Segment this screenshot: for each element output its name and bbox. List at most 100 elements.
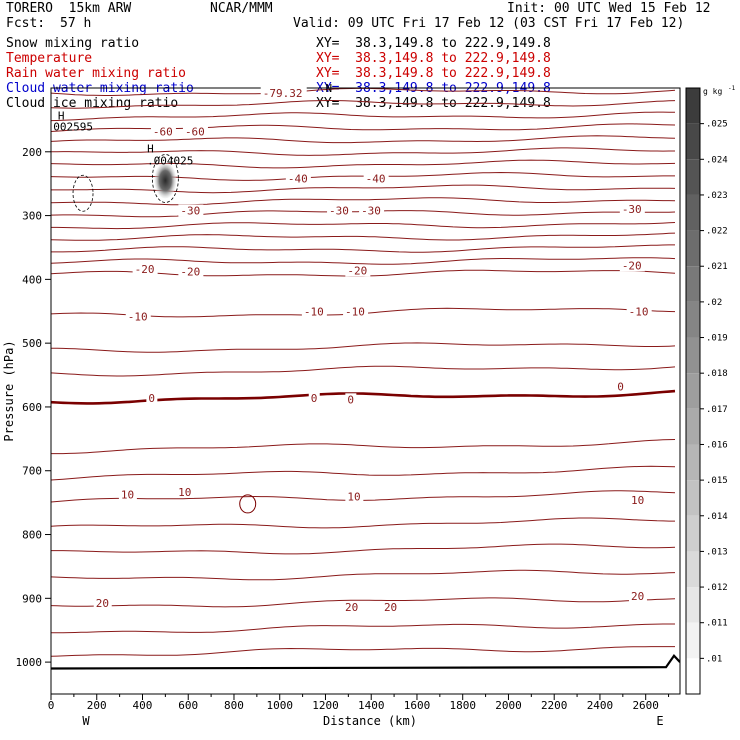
contour-label-bg [176,485,195,498]
temperature-contour-label: -40 [366,173,386,186]
colorbar-tick-label: .013 [706,547,728,557]
contour-label-bg [93,596,112,609]
axes: 0 200 400 600 800 1000 1200 1400 1600 1800 2000 220… [16,146,670,712]
colorbar-unit-exponent: -1 [728,85,736,92]
temperature-contour-label: -10 [629,305,649,318]
contour-labels: -79.32 -60 -60 -40 -40 -30 -30 -30 -30 -20 -20 -20 -… [53,82,652,614]
contour-label-bg [301,305,327,318]
colorbar-unit: g kg [703,87,722,96]
cloud-ice-dashed-contour [72,174,94,212]
colorbar-tick-label: .016 [706,440,728,450]
isotherm-line [51,389,676,405]
contour-label-bg [118,488,137,501]
x-tick-label: 1600 [404,699,431,712]
temperature-contour-label: -30 [180,204,200,217]
y-tick-label: 300 [22,210,42,223]
x-east-label: E [656,714,663,728]
isotherm-line [51,569,676,581]
y-axis-label: Pressure (hPa) [2,340,16,441]
x-tick-label: 400 [133,699,153,712]
y-tick-label: 800 [22,529,42,542]
colorbar-swatch [686,88,700,124]
isotherm-line [51,123,676,132]
colorbar: .025 .024 .023 .022 .021 .02 .019 .018 .017 .016.… [685,85,736,695]
colorbar-tick-label: .025 [706,120,728,130]
temperature-contour-label: 10 [347,490,360,503]
x-tick-label: 800 [224,699,244,712]
temperature-contour-label: 20 [345,601,358,614]
isotherm-line [51,135,676,144]
temperature-contour-label: 10 [631,494,644,507]
valid-time: Valid: 09 UTC Fri 17 Feb 12 (03 CST Fri … [293,16,685,31]
y-tick-label: 200 [22,146,42,159]
temperature-contour-label: 20 [384,601,397,614]
temperature-contour-label: 0 [617,381,624,394]
extremum-label: H [147,142,154,155]
isotherm-line [51,197,676,206]
extremum-label: .004025 [147,155,193,168]
isotherm-line [51,232,676,241]
temperature-contour-label: -40 [288,173,308,186]
temperature-contour-label: 0 [347,393,354,406]
y-tick-label: 500 [22,337,42,350]
colorbar-swatch [686,480,700,516]
model-title: TORERO 15km ARW [6,1,132,16]
colorbar-swatch [686,551,700,588]
contour-label-bg [343,601,362,614]
contour-label-bg [178,204,204,217]
temperature-contour-label: -30 [622,203,642,216]
temperature-contour-label: 0 [148,392,155,405]
contour-label-bg [626,305,652,318]
isotherm-line [51,342,676,353]
isotherm-line [51,439,676,455]
contour-label-bg [150,125,176,138]
colorbar-tick-label: .011 [706,619,728,629]
chart-header: TORERO 15km ARW NCAR/MMM Init: 00 UTC We… [0,0,740,112]
contour-label-bg [345,490,364,503]
colorbar-swatch [686,337,700,374]
colorbar-swatch [686,373,700,409]
colorbar-swatch [686,230,700,267]
y-tick-label: 400 [22,273,42,286]
x-tick-label: 2000 [495,699,522,712]
isotherm-line [51,159,676,169]
temperature-contour-label: -20 [622,259,642,272]
plot-frame [50,87,681,695]
org-label: NCAR/MMM [210,1,273,16]
extremum-label: N [325,82,332,95]
temperature-contour-label: -20 [347,264,367,277]
colorbar-tick-label: .021 [706,262,728,272]
colorbar-tick-label: .023 [706,191,728,201]
isotherm-line [51,171,675,181]
x-west-label: W [82,714,90,728]
colorbar-swatch [686,658,700,694]
colorbar-tick-label: .019 [706,334,728,344]
colorbar-tick-label: .01 [706,654,722,664]
extremum-label: 002595 [53,121,93,134]
colorbar-tick-label: .015 [706,476,728,486]
colorbar-swatch [686,123,700,160]
colorbar-swatch [686,444,700,481]
isotherm-line [51,517,675,529]
colorbar-tick-label: .018 [706,369,728,379]
field-name-rain: Rain water mixing ratio [6,66,187,81]
colorbar-swatch [686,266,700,302]
temperature-contour-label: -60 [185,125,205,138]
contour-label-bg [182,125,208,138]
temperature-contour-label: 20 [96,597,109,610]
isotherm-line [51,222,676,230]
isotherm-line [51,257,676,265]
isotherm-line [51,623,675,634]
forecast-hour: 57 h [60,16,92,31]
isotherm-line [51,88,676,96]
x-tick-label: 2200 [541,699,568,712]
isotherm-line [51,465,676,481]
contour-label-bg [615,380,627,393]
temperature-contour-label: -10 [304,305,324,318]
contour-label-bg [327,204,353,217]
temperature-contour-label: -10 [128,310,148,323]
contour-label-bg [619,259,645,272]
y-tick-label: 700 [22,465,42,478]
temperature-contour-label: -30 [329,204,349,217]
